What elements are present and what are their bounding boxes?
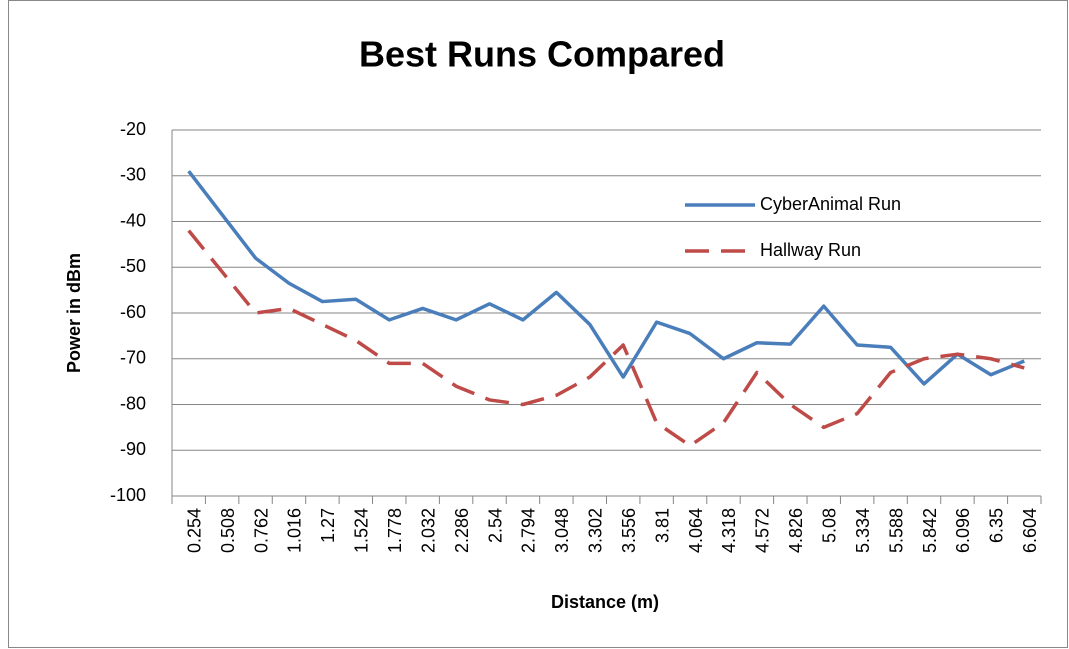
x-tick-label: 3.81 [652, 508, 672, 543]
y-tick-label: -40 [120, 210, 146, 230]
data-line [187, 229, 1025, 448]
x-tick-label: 3.048 [552, 508, 572, 553]
x-tick-label: 1.016 [285, 508, 305, 553]
y-tick-label: -70 [120, 348, 146, 368]
x-tick-label: 5.588 [886, 508, 906, 553]
x-tick-label: 2.032 [418, 508, 438, 553]
x-tick-label: 2.794 [519, 508, 539, 553]
x-tick-label: 4.572 [753, 508, 773, 553]
x-tick-label: 0.254 [184, 508, 204, 553]
x-tick-label: 4.318 [719, 508, 739, 553]
chart-title: Best Runs Compared [359, 34, 725, 75]
y-tick-label: -60 [120, 302, 146, 322]
x-tick-label: 0.508 [218, 508, 238, 553]
x-tick-label: 2.286 [452, 508, 472, 553]
y-tick-label: -90 [120, 439, 146, 459]
x-tick-label: 5.08 [820, 508, 840, 543]
x-tick-label: 3.556 [619, 508, 639, 553]
x-tick-label: 1.524 [352, 508, 372, 553]
x-tick-label: 5.334 [853, 508, 873, 553]
x-tick-label: 5.842 [920, 508, 940, 553]
x-tick-label: 3.302 [586, 508, 606, 553]
y-tick-label: -20 [120, 119, 146, 139]
legend-label: CyberAnimal Run [760, 194, 901, 214]
y-tick-label: -30 [120, 165, 146, 185]
x-tick-label: 4.826 [786, 508, 806, 553]
y-tick-label: -80 [120, 393, 146, 413]
x-tick-label: 6.604 [1020, 508, 1040, 553]
chart-frame [8, 0, 1068, 648]
legend-label: Hallway Run [760, 240, 861, 260]
y-tick-label: -100 [110, 485, 146, 505]
y-tick-label: -50 [120, 256, 146, 276]
y-axis-title: Power in dBm [64, 253, 84, 373]
x-tick-label: 6.35 [987, 508, 1007, 543]
x-tick-label: 0.762 [251, 508, 271, 553]
x-axis-title: Distance (m) [551, 592, 659, 612]
x-tick-label: 1.27 [318, 508, 338, 543]
x-tick-label: 4.064 [686, 508, 706, 553]
x-tick-label: 2.54 [485, 508, 505, 543]
data-line [187, 170, 1025, 386]
x-tick-label: 6.096 [953, 508, 973, 553]
x-tick-label: 1.778 [385, 508, 405, 553]
